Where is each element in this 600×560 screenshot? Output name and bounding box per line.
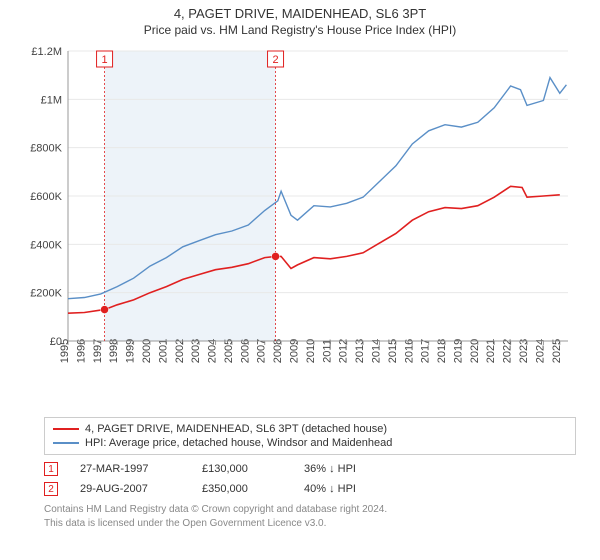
- svg-text:2001: 2001: [157, 339, 169, 363]
- table-row: 2 29-AUG-2007 £350,000 40% ↓ HPI: [44, 479, 576, 499]
- svg-text:2018: 2018: [436, 339, 448, 363]
- svg-text:2004: 2004: [207, 339, 219, 363]
- footer-line: Contains HM Land Registry data © Crown c…: [44, 503, 576, 517]
- legend-item: HPI: Average price, detached house, Wind…: [53, 436, 567, 450]
- svg-text:2019: 2019: [452, 339, 464, 363]
- svg-text:£200K: £200K: [30, 288, 62, 300]
- legend-label: 4, PAGET DRIVE, MAIDENHEAD, SL6 3PT (det…: [85, 423, 387, 435]
- chart-container: 4, PAGET DRIVE, MAIDENHEAD, SL6 3PT Pric…: [0, 0, 600, 560]
- svg-text:1999: 1999: [125, 339, 137, 363]
- svg-text:2016: 2016: [403, 339, 415, 363]
- svg-text:£400K: £400K: [30, 239, 62, 251]
- svg-text:2020: 2020: [469, 339, 481, 363]
- svg-text:£1.2M: £1.2M: [31, 46, 62, 58]
- footer-attribution: Contains HM Land Registry data © Crown c…: [44, 503, 576, 530]
- svg-text:1998: 1998: [108, 339, 120, 363]
- legend-label: HPI: Average price, detached house, Wind…: [85, 437, 392, 449]
- svg-text:2009: 2009: [289, 339, 301, 363]
- svg-text:£800K: £800K: [30, 143, 62, 155]
- svg-text:2002: 2002: [174, 339, 186, 363]
- tx-price: £130,000: [202, 463, 282, 475]
- tx-date: 27-MAR-1997: [80, 463, 180, 475]
- chart-area: £0£200K£400K£600K£800K£1M£1.2M1995199619…: [20, 41, 580, 411]
- tx-marker-icon: 1: [44, 462, 58, 476]
- line-chart-svg: £0£200K£400K£600K£800K£1M£1.2M1995199619…: [20, 41, 580, 411]
- tx-date: 29-AUG-2007: [80, 483, 180, 495]
- svg-text:2022: 2022: [502, 339, 514, 363]
- svg-text:2008: 2008: [272, 339, 284, 363]
- svg-text:2003: 2003: [190, 339, 202, 363]
- table-row: 1 27-MAR-1997 £130,000 36% ↓ HPI: [44, 459, 576, 479]
- svg-text:1997: 1997: [92, 339, 104, 363]
- svg-text:£600K: £600K: [30, 191, 62, 203]
- svg-text:2005: 2005: [223, 339, 235, 363]
- svg-text:2015: 2015: [387, 339, 399, 363]
- tx-hpi: 40% ↓ HPI: [304, 483, 404, 495]
- legend-item: 4, PAGET DRIVE, MAIDENHEAD, SL6 3PT (det…: [53, 422, 567, 436]
- legend: 4, PAGET DRIVE, MAIDENHEAD, SL6 3PT (det…: [44, 417, 576, 455]
- chart-subtitle: Price paid vs. HM Land Registry's House …: [0, 21, 600, 41]
- legend-swatch-1: [53, 428, 79, 430]
- svg-text:2012: 2012: [338, 339, 350, 363]
- svg-text:1996: 1996: [75, 339, 87, 363]
- footer-line: This data is licensed under the Open Gov…: [44, 517, 576, 531]
- tx-price: £350,000: [202, 483, 282, 495]
- legend-swatch-2: [53, 442, 79, 444]
- svg-text:1995: 1995: [59, 339, 71, 363]
- svg-text:2024: 2024: [534, 339, 546, 363]
- svg-text:2: 2: [272, 54, 278, 66]
- svg-text:2017: 2017: [420, 339, 432, 363]
- transactions-table: 1 27-MAR-1997 £130,000 36% ↓ HPI 2 29-AU…: [44, 459, 576, 499]
- svg-text:2010: 2010: [305, 339, 317, 363]
- svg-text:2021: 2021: [485, 339, 497, 363]
- svg-text:£1M: £1M: [41, 94, 62, 106]
- svg-text:2025: 2025: [551, 339, 563, 363]
- svg-text:2006: 2006: [239, 339, 251, 363]
- svg-text:1: 1: [101, 54, 107, 66]
- svg-text:2013: 2013: [354, 339, 366, 363]
- svg-text:2014: 2014: [370, 339, 382, 363]
- chart-title: 4, PAGET DRIVE, MAIDENHEAD, SL6 3PT: [0, 0, 600, 21]
- svg-text:2023: 2023: [518, 339, 530, 363]
- tx-hpi: 36% ↓ HPI: [304, 463, 404, 475]
- tx-marker-icon: 2: [44, 482, 58, 496]
- svg-text:2007: 2007: [256, 339, 268, 363]
- svg-text:2000: 2000: [141, 339, 153, 363]
- svg-text:2011: 2011: [321, 339, 333, 363]
